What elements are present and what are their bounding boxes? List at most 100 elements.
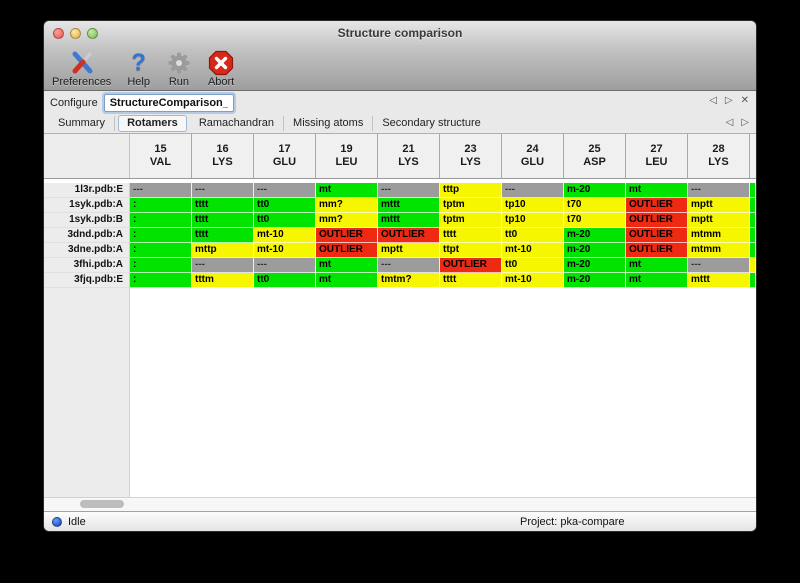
rotamer-cell[interactable]: tp10 (502, 198, 564, 213)
rotamer-cell[interactable]: m-20 (564, 273, 626, 288)
rotamer-cell[interactable]: OUTLIER (626, 213, 688, 228)
rotamer-cell[interactable]: mt-10 (502, 243, 564, 258)
rotamer-cell[interactable]: tt0 (254, 273, 316, 288)
row-label[interactable]: 1syk.pdb:B (44, 213, 130, 228)
rotamer-cell[interactable]: tmtm? (378, 273, 440, 288)
tab-secondary-structure[interactable]: Secondary structure (382, 117, 481, 129)
rotamer-cell[interactable]: mt-10 (254, 243, 316, 258)
rotamer-cell[interactable]: mptt (378, 243, 440, 258)
rotamer-cell[interactable]: --- (192, 258, 254, 273)
help-button[interactable]: ? Help (127, 49, 150, 88)
rotamer-cell[interactable]: --- (502, 183, 564, 198)
abort-button[interactable]: Abort (208, 49, 234, 88)
scrollbar-thumb[interactable] (80, 500, 124, 508)
rotamer-cell[interactable]: mptt (688, 213, 750, 228)
rotamer-cell[interactable]: --- (688, 183, 750, 198)
rotamer-cell[interactable]: tp10 (502, 213, 564, 228)
scroll-columns-right-icon[interactable]: ▷ (741, 117, 749, 128)
rotamer-cell[interactable]: mm? (316, 198, 378, 213)
preferences-button[interactable]: Preferences (52, 49, 111, 88)
rotamer-cell[interactable]: OUTLIER (378, 228, 440, 243)
rotamer-cell[interactable]: tt0 (254, 198, 316, 213)
rotamer-cell[interactable]: OUTLIER (626, 243, 688, 258)
rotamer-cell[interactable]: : (130, 243, 192, 258)
rotamer-cell-clipped[interactable] (750, 183, 756, 198)
row-label[interactable]: 1syk.pdb:A (44, 198, 130, 213)
rotamer-cell[interactable]: --- (254, 258, 316, 273)
rotamer-cell[interactable]: tttt (192, 198, 254, 213)
rotamer-cell[interactable]: : (130, 228, 192, 243)
rotamer-cell[interactable]: mt (626, 273, 688, 288)
tab-summary[interactable]: Summary (49, 116, 116, 131)
rotamer-cell[interactable]: m-20 (564, 228, 626, 243)
rotamer-cell-clipped[interactable] (750, 243, 756, 258)
rotamer-cell[interactable]: tt0 (502, 258, 564, 273)
rotamer-cell-clipped[interactable] (750, 228, 756, 243)
column-header[interactable]: 27 LEU (626, 134, 688, 178)
row-label[interactable]: 3fhi.pdb:A (44, 258, 130, 273)
rotamer-cell-clipped[interactable] (750, 258, 756, 273)
rotamer-cell[interactable]: --- (192, 183, 254, 198)
row-label[interactable]: 3fjq.pdb:E (44, 273, 130, 288)
column-header[interactable]: 15 VAL (130, 134, 192, 178)
column-header[interactable]: 23 LYS (440, 134, 502, 178)
rotamer-cell[interactable]: t70 (564, 213, 626, 228)
rotamer-cell[interactable]: OUTLIER (626, 228, 688, 243)
horizontal-scrollbar[interactable] (44, 497, 756, 511)
column-header[interactable]: 25 ASP (564, 134, 626, 178)
column-header[interactable]: 24 GLU (502, 134, 564, 178)
rotamer-cell[interactable]: tttm (192, 273, 254, 288)
rotamer-cell[interactable]: mt-10 (254, 228, 316, 243)
rotamer-cell[interactable]: : (130, 273, 192, 288)
run-button[interactable]: Run (166, 49, 192, 88)
rotamer-cell[interactable]: tptm (440, 213, 502, 228)
rotamer-cell[interactable]: mt (626, 258, 688, 273)
rotamer-cell[interactable]: mtmm (688, 228, 750, 243)
scroll-columns-left-icon[interactable]: ◁ (725, 117, 734, 128)
rotamer-cell[interactable]: : (130, 213, 192, 228)
rotamer-cell[interactable]: tttt (440, 273, 502, 288)
rotamer-cell[interactable]: OUTLIER (440, 258, 502, 273)
rotamer-cell[interactable]: mt (316, 273, 378, 288)
close-configure-icon[interactable]: ✕ (740, 95, 749, 106)
rotamer-cell[interactable]: : (130, 258, 192, 273)
rotamer-cell[interactable]: tttt (440, 228, 502, 243)
rotamer-cell[interactable]: mt (316, 258, 378, 273)
rotamer-cell[interactable]: mt (316, 183, 378, 198)
rotamer-cell[interactable]: tptm (440, 198, 502, 213)
rotamer-cell[interactable]: mptt (688, 198, 750, 213)
rotamer-cell[interactable]: mttt (688, 273, 750, 288)
rotamer-cell[interactable]: --- (378, 258, 440, 273)
tab-ramachandran[interactable]: Ramachandran (190, 116, 285, 131)
row-label[interactable]: 3dne.pdb:A (44, 243, 130, 258)
rotamer-cell[interactable]: mtmm (688, 243, 750, 258)
rotamer-cell[interactable]: --- (688, 258, 750, 273)
rotamer-cell[interactable]: OUTLIER (626, 198, 688, 213)
rotamer-cell[interactable]: tttt (192, 213, 254, 228)
column-header[interactable]: 19 LEU (316, 134, 378, 178)
rotamer-cell[interactable]: mttt (378, 198, 440, 213)
rotamer-cell[interactable]: : (130, 198, 192, 213)
column-header[interactable]: 17 GLU (254, 134, 316, 178)
rotamer-cell[interactable]: mttt (378, 213, 440, 228)
row-label[interactable]: 3dnd.pdb:A (44, 228, 130, 243)
tab-rotamers[interactable]: Rotamers (118, 115, 187, 132)
rotamer-cell[interactable]: mttp (192, 243, 254, 258)
configure-name-input[interactable] (103, 93, 234, 112)
rotamer-cell[interactable]: mm? (316, 213, 378, 228)
zoom-window-button[interactable] (87, 28, 98, 39)
rotamer-cell[interactable]: mt (626, 183, 688, 198)
column-header[interactable]: 28 LYS (688, 134, 750, 178)
rotamer-cell[interactable]: tttt (192, 228, 254, 243)
rotamer-cell[interactable]: m-20 (564, 243, 626, 258)
rotamer-cell[interactable]: OUTLIER (316, 243, 378, 258)
next-page-icon[interactable]: ▷ (724, 95, 733, 106)
rotamer-cell[interactable]: tttp (440, 183, 502, 198)
rotamer-cell[interactable]: OUTLIER (316, 228, 378, 243)
column-header[interactable]: 21 LYS (378, 134, 440, 178)
row-label[interactable]: 1l3r.pdb:E (44, 183, 130, 198)
rotamer-cell-clipped[interactable] (750, 273, 756, 288)
rotamer-cell[interactable]: mt-10 (502, 273, 564, 288)
rotamer-cell[interactable]: m-20 (564, 258, 626, 273)
close-window-button[interactable] (53, 28, 64, 39)
